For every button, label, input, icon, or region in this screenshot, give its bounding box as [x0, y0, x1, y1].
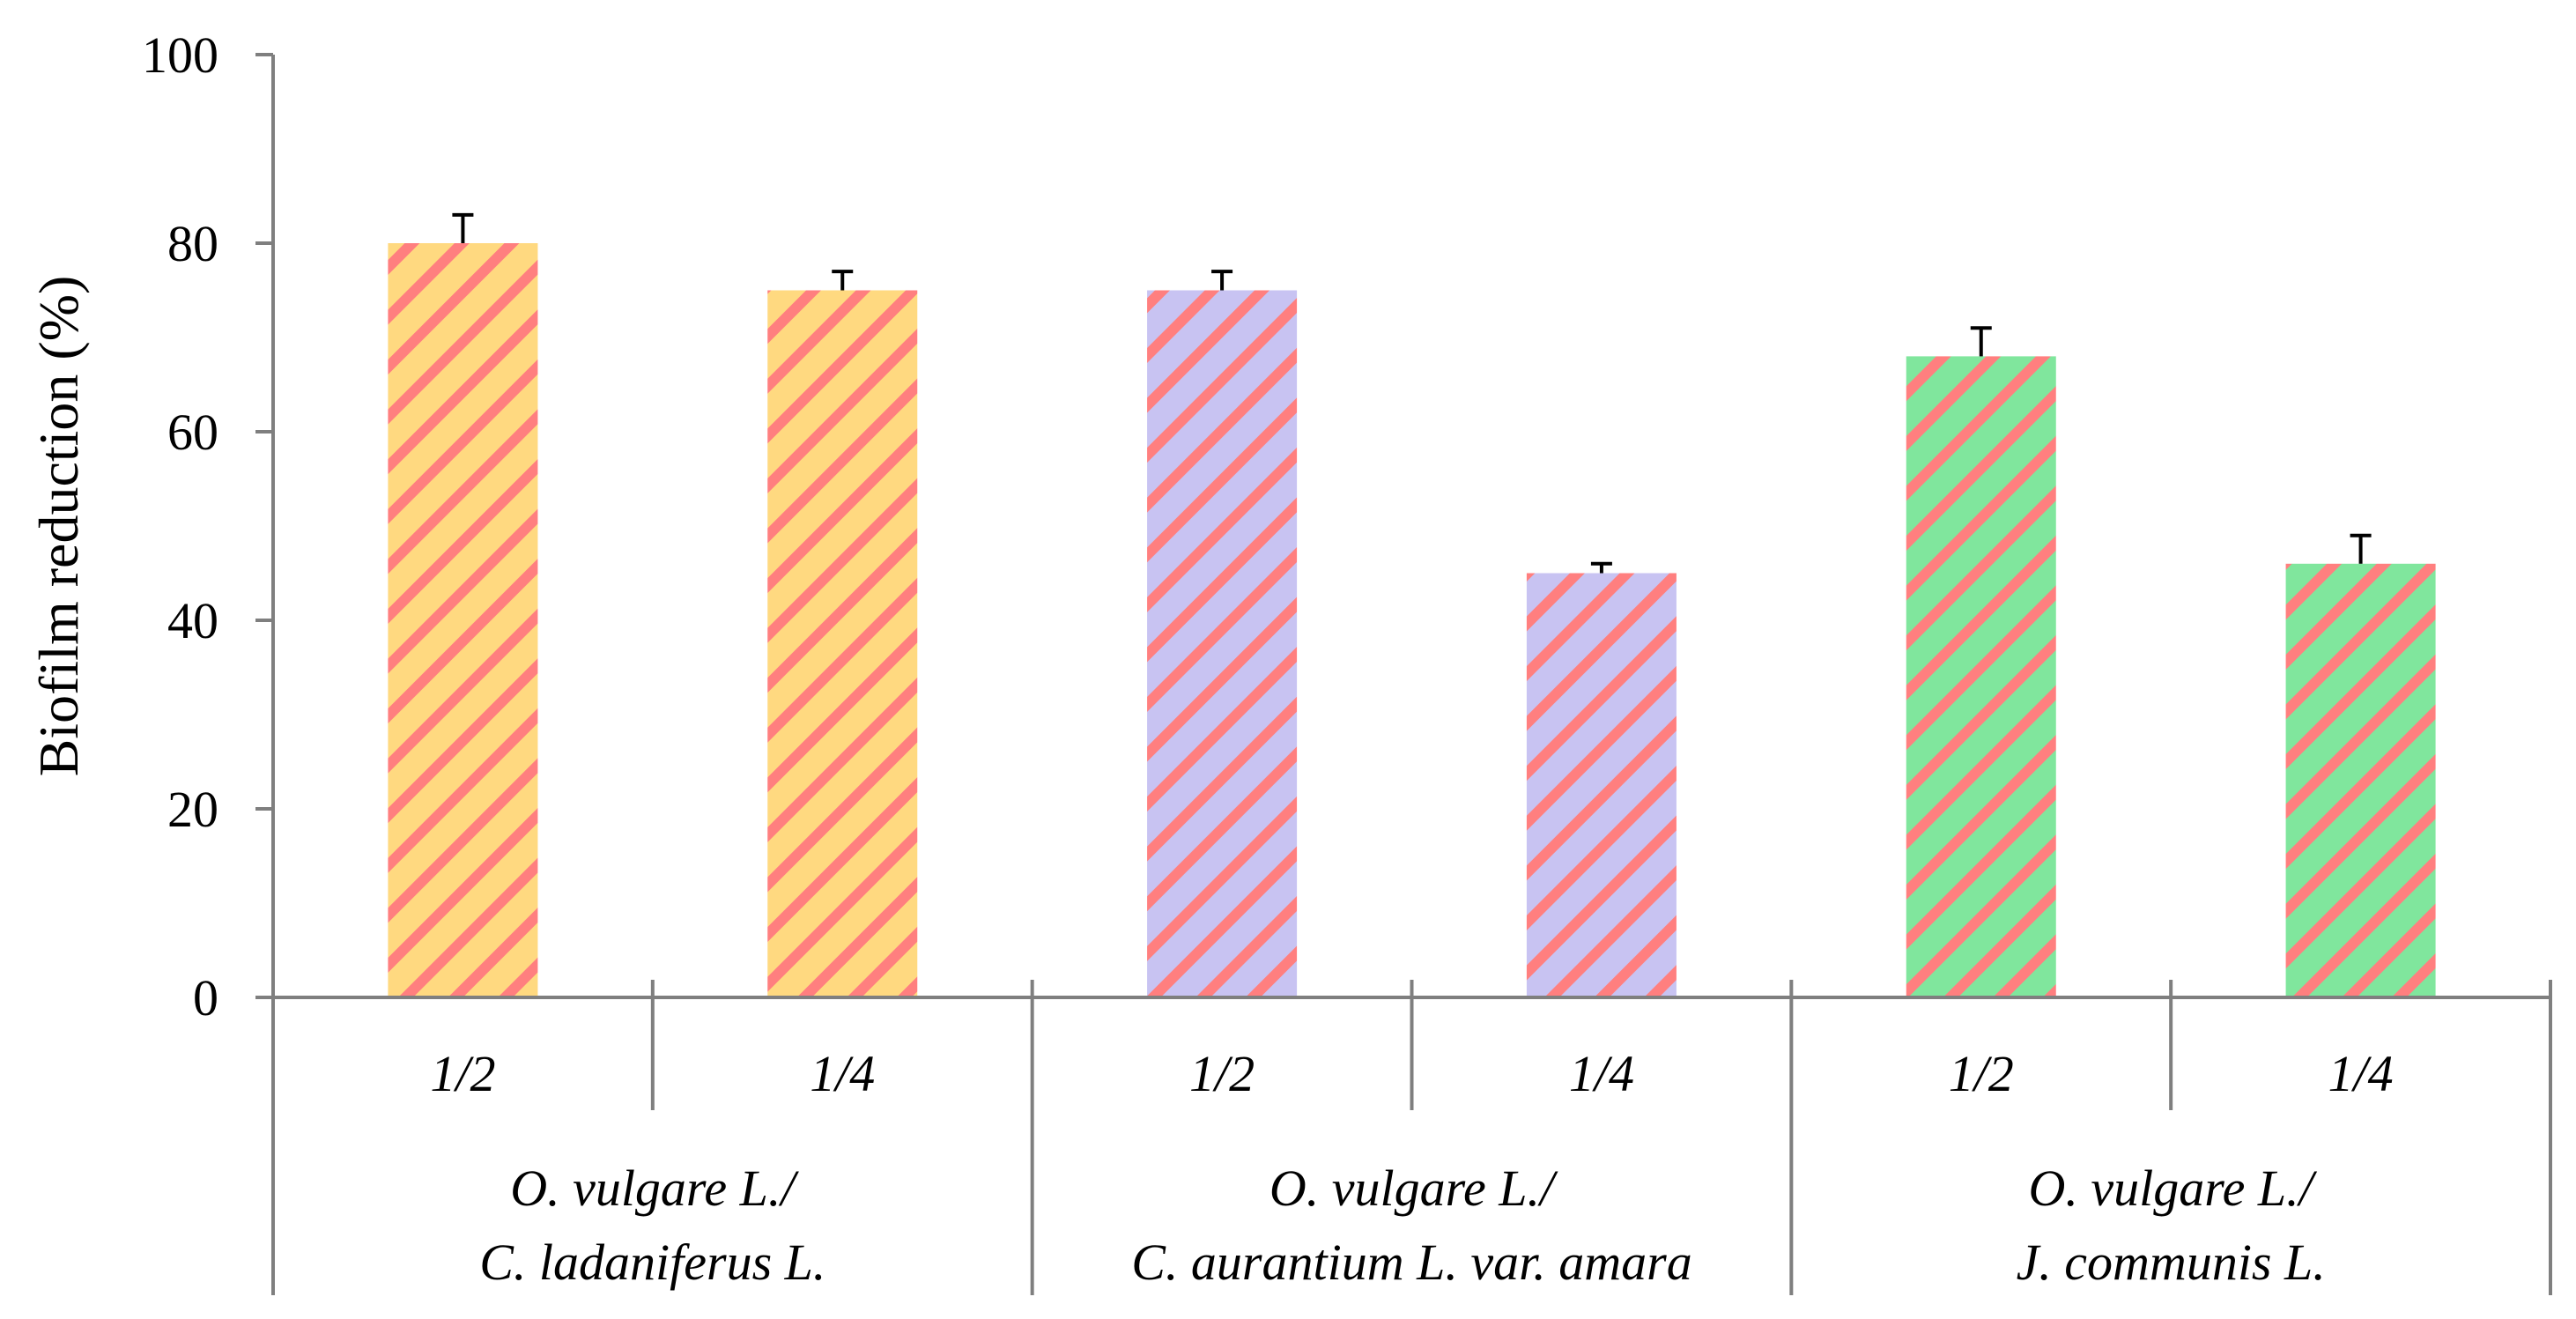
x-category-label: 1/2: [430, 1045, 495, 1102]
group-label-line1: O. vulgare L./: [510, 1160, 799, 1217]
y-tick-label: 40: [167, 592, 218, 649]
x-category-label: 1/4: [2328, 1045, 2394, 1102]
bar: [2285, 563, 2436, 997]
x-category-label: 1/4: [1569, 1045, 1634, 1102]
group-label-line2: C. aurantium L. var. amara: [1131, 1234, 1691, 1291]
ticks-layer: 0 20 40 60 80 100: [142, 26, 273, 1026]
group-label-line1: O. vulgare L./: [2029, 1160, 2318, 1217]
y-axis-label: Biofilm reduction (%): [27, 276, 90, 777]
x-category-label: 1/4: [810, 1045, 875, 1102]
bar: [1526, 573, 1677, 997]
axis-layer: [271, 55, 2550, 999]
y-tick-label: 100: [142, 26, 218, 84]
y-tick-label: 0: [193, 969, 218, 1026]
y-tick-label: 60: [167, 404, 218, 461]
y-tick-label: 80: [167, 215, 218, 272]
bars-layer: [388, 212, 2436, 997]
y-tick-label: 20: [167, 781, 218, 838]
group-label-line2: J. communis L.: [2017, 1234, 2326, 1291]
bar: [1906, 356, 2056, 997]
bar: [1147, 290, 1298, 997]
bar: [767, 290, 918, 997]
x-category-label: 1/2: [1949, 1045, 2014, 1102]
x-labels-layer: 1/2 1/4 O. vulgare L./ C. ladaniferus L. 1/2…: [271, 980, 2552, 1295]
bar: [388, 243, 538, 997]
x-category-label: 1/2: [1189, 1045, 1255, 1102]
group-label-line1: O. vulgare L./: [1269, 1160, 1558, 1217]
group-label-line2: C. ladaniferus L.: [479, 1234, 825, 1291]
